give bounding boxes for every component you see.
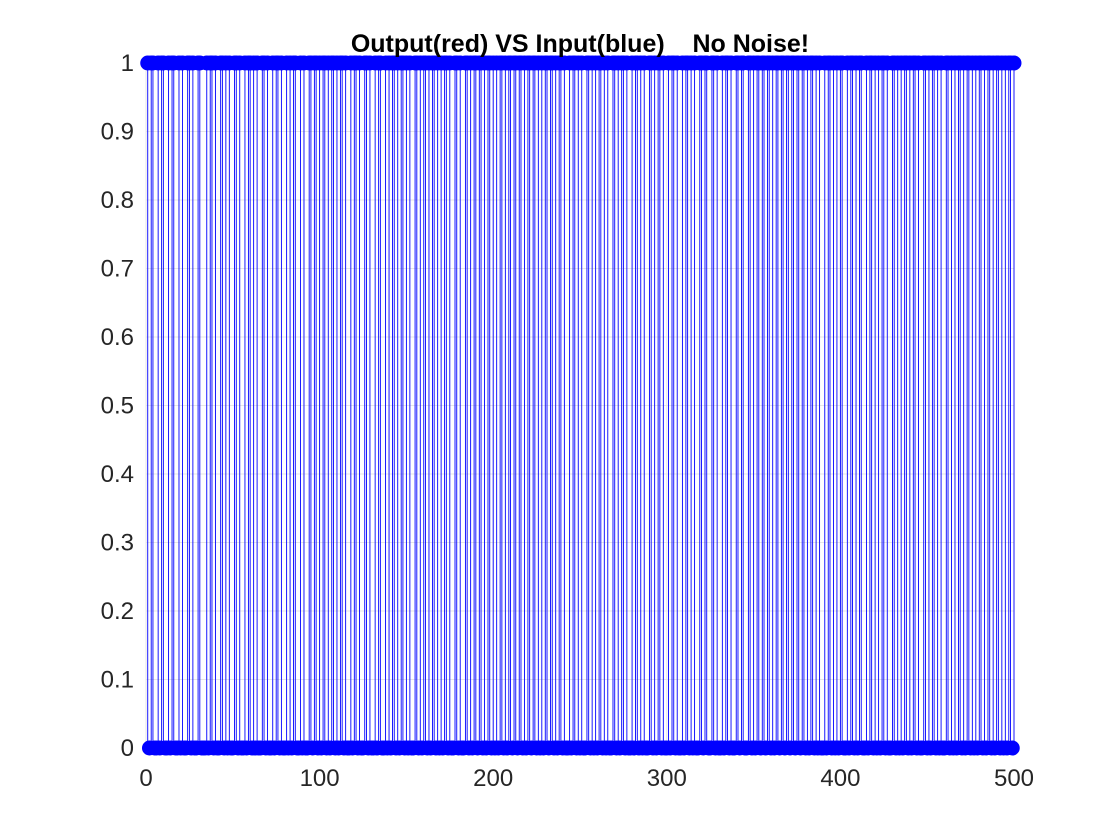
y-tick-label: 0.7 [101,256,134,283]
stem-marker [1006,55,1022,71]
y-tick-label: 0.4 [101,461,134,488]
x-tick-label: 500 [994,765,1034,792]
x-tick-label: 200 [473,765,513,792]
x-tick-label: 100 [300,765,340,792]
stem-series [140,55,1022,756]
x-tick-label: 0 [139,765,152,792]
y-tick-label: 0 [121,735,134,762]
y-tick-label: 0.2 [101,598,134,625]
axes: 0 0.1 0.2 0.3 0.4 0.5 0.6 0.7 0.8 0.9 1 0 100 200 300 4… [101,50,1034,792]
chart-title: Output(red) VS Input(blue) No Noise! [351,30,809,58]
stem-marker [1004,740,1020,756]
x-tick-label: 300 [647,765,687,792]
x-tick-label: 400 [820,765,860,792]
y-tick-label: 1 [121,50,134,77]
y-tick-label: 0.8 [101,187,134,214]
y-tick-label: 0.3 [101,530,134,557]
y-tick-label: 0.6 [101,324,134,351]
y-tick-label: 0.1 [101,667,134,694]
y-tick-label: 0.9 [101,119,134,146]
y-tick-label: 0.5 [101,393,134,420]
